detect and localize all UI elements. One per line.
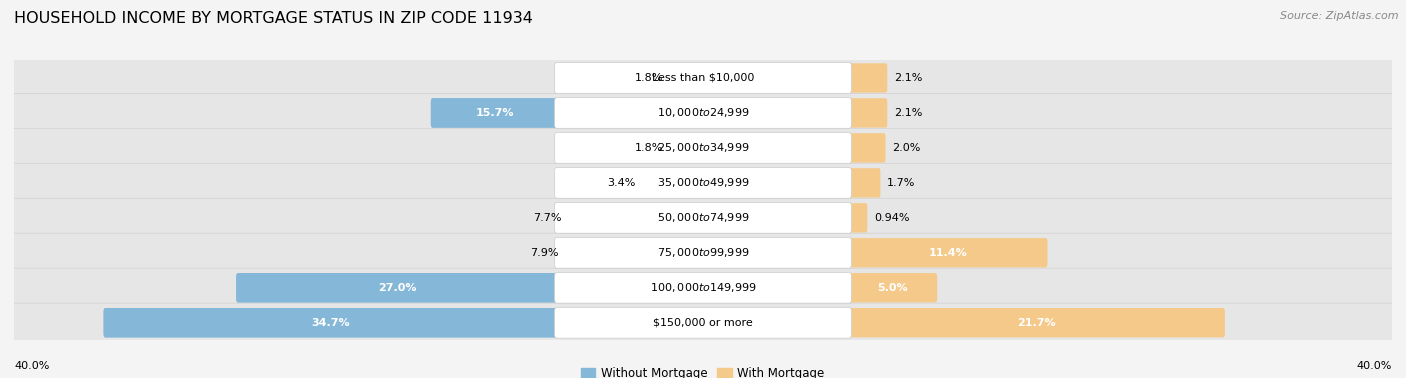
Text: HOUSEHOLD INCOME BY MORTGAGE STATUS IN ZIP CODE 11934: HOUSEHOLD INCOME BY MORTGAGE STATUS IN Z…	[14, 11, 533, 26]
FancyBboxPatch shape	[848, 273, 938, 302]
FancyBboxPatch shape	[554, 98, 852, 128]
FancyBboxPatch shape	[848, 63, 887, 93]
Text: $100,000 to $149,999: $100,000 to $149,999	[650, 281, 756, 294]
FancyBboxPatch shape	[554, 237, 852, 268]
Text: 3.4%: 3.4%	[607, 178, 636, 188]
FancyBboxPatch shape	[848, 203, 868, 232]
FancyBboxPatch shape	[11, 58, 1395, 98]
Text: $25,000 to $34,999: $25,000 to $34,999	[657, 141, 749, 154]
FancyBboxPatch shape	[11, 233, 1395, 273]
Text: 5.0%: 5.0%	[877, 283, 908, 293]
FancyBboxPatch shape	[11, 128, 1395, 167]
FancyBboxPatch shape	[554, 273, 852, 303]
FancyBboxPatch shape	[554, 203, 852, 233]
FancyBboxPatch shape	[848, 238, 1047, 268]
Text: 27.0%: 27.0%	[378, 283, 416, 293]
FancyBboxPatch shape	[565, 238, 704, 268]
FancyBboxPatch shape	[104, 308, 704, 338]
FancyBboxPatch shape	[236, 273, 558, 302]
Text: 15.7%: 15.7%	[475, 108, 513, 118]
FancyBboxPatch shape	[430, 98, 558, 128]
FancyBboxPatch shape	[848, 168, 880, 198]
Text: 11.4%: 11.4%	[928, 248, 967, 258]
Text: 1.8%: 1.8%	[636, 73, 664, 83]
Text: 2.1%: 2.1%	[894, 73, 922, 83]
FancyBboxPatch shape	[11, 268, 1395, 307]
Text: 2.1%: 2.1%	[894, 108, 922, 118]
Text: $75,000 to $99,999: $75,000 to $99,999	[657, 246, 749, 259]
Text: 2.0%: 2.0%	[893, 143, 921, 153]
FancyBboxPatch shape	[11, 163, 1395, 203]
Text: 40.0%: 40.0%	[1357, 361, 1392, 371]
Text: Source: ZipAtlas.com: Source: ZipAtlas.com	[1281, 11, 1399, 21]
Text: 34.7%: 34.7%	[312, 318, 350, 328]
Text: 40.0%: 40.0%	[14, 361, 49, 371]
Text: 21.7%: 21.7%	[1017, 318, 1056, 328]
FancyBboxPatch shape	[11, 303, 1395, 342]
FancyBboxPatch shape	[848, 133, 886, 163]
FancyBboxPatch shape	[671, 63, 704, 93]
Text: $35,000 to $49,999: $35,000 to $49,999	[657, 177, 749, 189]
Text: 7.7%: 7.7%	[533, 213, 562, 223]
Text: 1.8%: 1.8%	[636, 143, 664, 153]
Text: Less than $10,000: Less than $10,000	[652, 73, 754, 83]
FancyBboxPatch shape	[554, 307, 852, 338]
Text: $150,000 or more: $150,000 or more	[654, 318, 752, 328]
FancyBboxPatch shape	[554, 167, 852, 198]
FancyBboxPatch shape	[671, 133, 704, 163]
FancyBboxPatch shape	[236, 273, 704, 302]
Text: 0.94%: 0.94%	[875, 213, 910, 223]
Text: 1.7%: 1.7%	[887, 178, 915, 188]
FancyBboxPatch shape	[11, 93, 1395, 133]
Text: $50,000 to $74,999: $50,000 to $74,999	[657, 211, 749, 224]
FancyBboxPatch shape	[643, 168, 704, 198]
FancyBboxPatch shape	[104, 308, 558, 338]
FancyBboxPatch shape	[554, 133, 852, 163]
FancyBboxPatch shape	[568, 203, 704, 232]
Text: $10,000 to $24,999: $10,000 to $24,999	[657, 107, 749, 119]
FancyBboxPatch shape	[848, 98, 887, 128]
Legend: Without Mortgage, With Mortgage: Without Mortgage, With Mortgage	[576, 362, 830, 378]
FancyBboxPatch shape	[554, 63, 852, 93]
FancyBboxPatch shape	[11, 198, 1395, 237]
Text: 7.9%: 7.9%	[530, 248, 558, 258]
FancyBboxPatch shape	[430, 98, 704, 128]
FancyBboxPatch shape	[848, 308, 1225, 338]
